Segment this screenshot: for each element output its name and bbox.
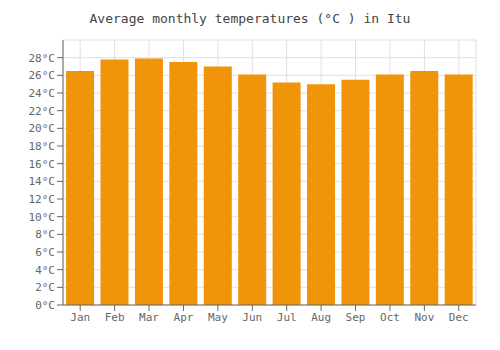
- svg-text:6°C: 6°C: [35, 246, 55, 259]
- svg-text:May: May: [208, 311, 228, 324]
- svg-text:26°C: 26°C: [29, 69, 56, 82]
- html-text:Average monthly temperatures (: Average monthly temperatures (°C ) in It…: [89, 11, 411, 26]
- svg-text:16°C: 16°C: [29, 158, 56, 171]
- svg-text:Jan: Jan: [70, 311, 90, 324]
- svg-text:Nov: Nov: [414, 311, 434, 324]
- svg-text:Jul: Jul: [277, 311, 297, 324]
- svg-text:4°C: 4°C: [35, 264, 55, 277]
- svg-text:Sep: Sep: [346, 311, 366, 324]
- svg-text:20°C: 20°C: [29, 122, 56, 135]
- svg-text:Feb: Feb: [105, 311, 125, 324]
- svg-text:Oct: Oct: [380, 311, 400, 324]
- svg-text:18°C: 18°C: [29, 140, 56, 153]
- svg-text:8°C: 8°C: [35, 228, 55, 241]
- svg-text:Apr: Apr: [174, 311, 194, 324]
- svg-text:Jun: Jun: [242, 311, 262, 324]
- svg-text:28°C: 28°C: [29, 52, 56, 65]
- svg-text:10°C: 10°C: [29, 211, 56, 224]
- svg-text:2°C: 2°C: [35, 281, 55, 294]
- svg-text:Aug: Aug: [311, 311, 331, 324]
- svg-text:Mar: Mar: [139, 311, 159, 324]
- svg-text:12°C: 12°C: [29, 193, 56, 206]
- svg-text:14°C: 14°C: [29, 175, 56, 188]
- svg-text:24°C: 24°C: [29, 87, 56, 100]
- svg-text:0°C: 0°C: [35, 299, 55, 312]
- svg-text:22°C: 22°C: [29, 105, 56, 118]
- svg-text:Dec: Dec: [449, 311, 469, 324]
